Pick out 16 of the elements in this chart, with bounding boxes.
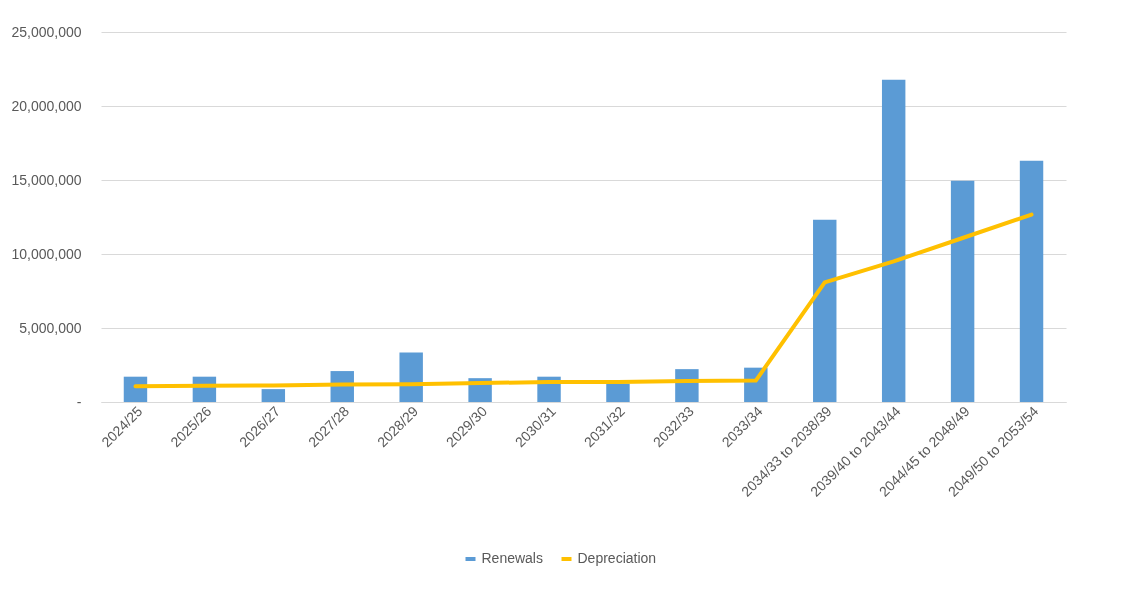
bar xyxy=(1019,160,1044,402)
legend-label: Renewals xyxy=(481,550,543,566)
bar xyxy=(881,79,906,402)
bar xyxy=(813,219,837,402)
bar xyxy=(606,383,630,402)
y-tick-label: 20,000,000 xyxy=(11,97,82,114)
y-tick-label: - xyxy=(76,393,82,410)
line-series xyxy=(133,212,1034,389)
legend-label: Depreciation xyxy=(577,550,657,566)
y-tick-label: 25,000,000 xyxy=(11,23,82,40)
y-tick-label: 5,000,000 xyxy=(19,319,82,336)
bar xyxy=(950,180,975,402)
y-tick-label: 15,000,000 xyxy=(11,171,82,188)
y-tick-label: 10,000,000 xyxy=(11,245,82,262)
bar xyxy=(261,389,286,402)
bar xyxy=(399,352,423,402)
